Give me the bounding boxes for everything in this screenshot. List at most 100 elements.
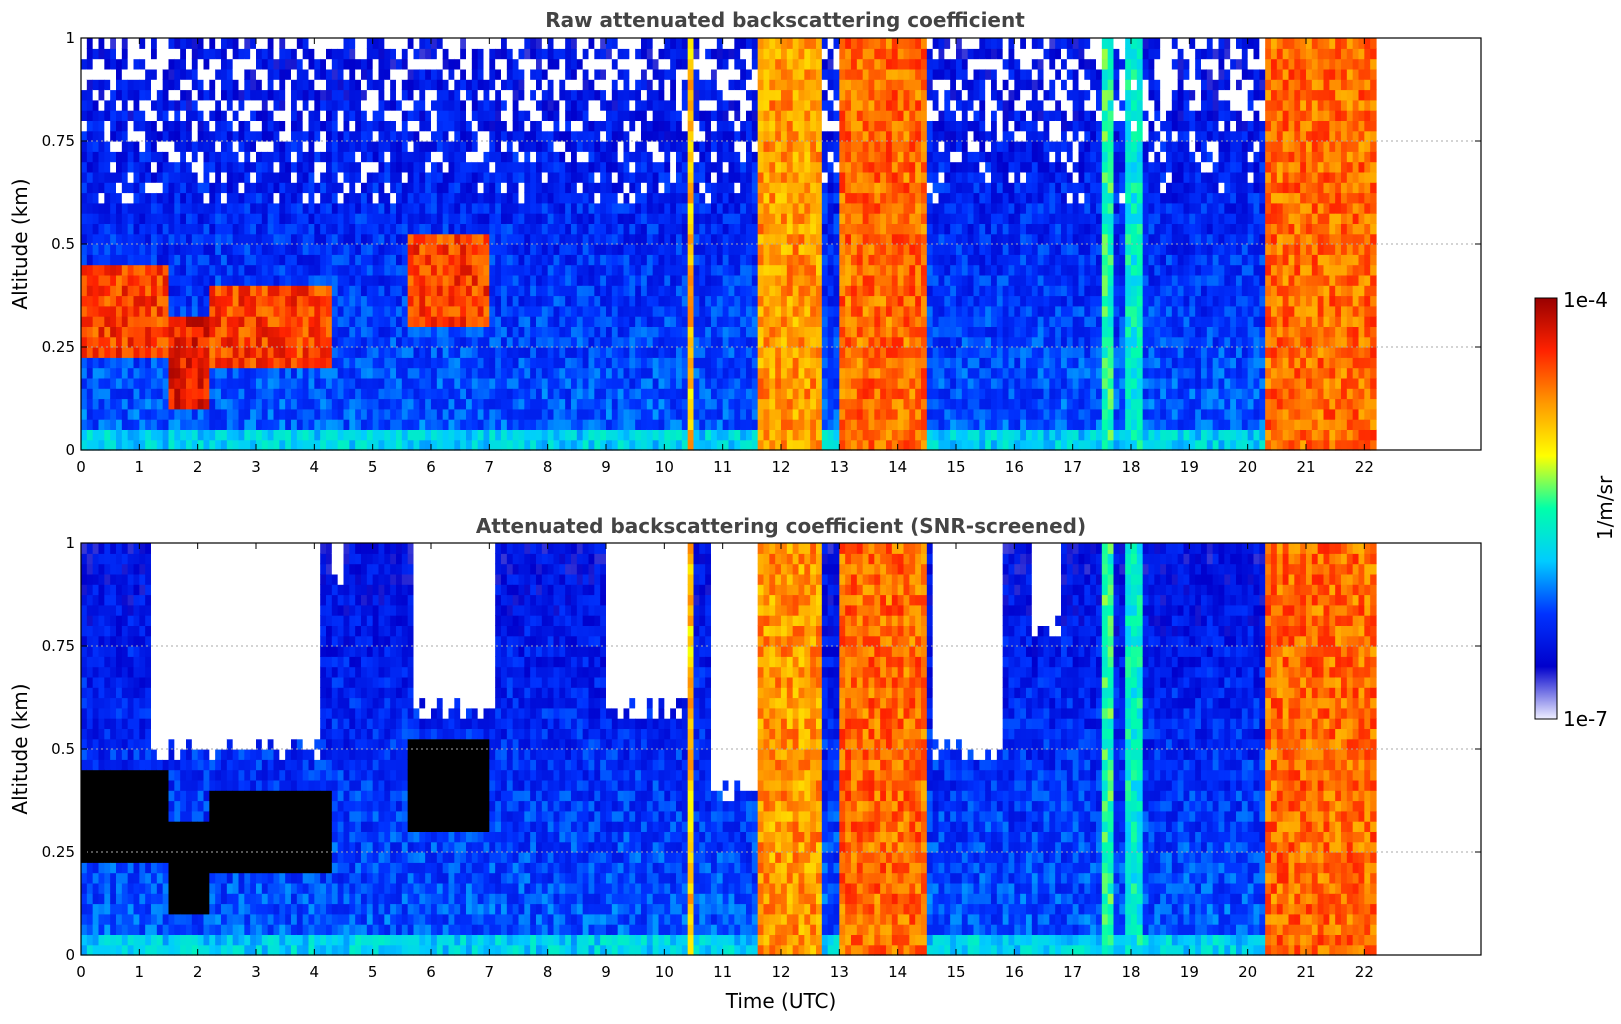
panel-raw-cell (413, 316, 420, 327)
panel-raw-cell (600, 388, 607, 400)
panel-raw-cell (705, 38, 712, 49)
panel-raw-cell (396, 244, 403, 255)
panel-raw-cell (343, 244, 350, 255)
panel-raw-cell (699, 285, 706, 297)
panel-raw-cell (489, 120, 496, 132)
panel-raw-cell (215, 89, 222, 101)
panel-raw-cell (127, 120, 135, 132)
panel-raw-cell (261, 79, 269, 91)
panel-raw-cell (361, 182, 368, 194)
panel-raw-cell (617, 120, 625, 132)
panel-raw-cell (775, 89, 782, 101)
panel-raw-cell (530, 285, 537, 297)
panel-raw-cell (641, 99, 648, 111)
panel-raw-cell (308, 377, 315, 389)
panel-raw-cell (594, 68, 601, 80)
panel-raw-cell (156, 79, 164, 91)
panel-raw-cell (191, 398, 199, 410)
panel-raw-cell (617, 347, 625, 358)
panel-raw-cell (582, 120, 590, 132)
panel-raw-cell (536, 68, 543, 80)
panel-raw-cell (81, 367, 88, 379)
panel-raw-cell (705, 336, 712, 348)
panel-raw-cell (641, 223, 648, 235)
panel-raw-cell (349, 202, 356, 214)
panel-raw-cell (127, 254, 135, 266)
panel-raw-cell (495, 305, 502, 317)
panel-raw-cell (390, 161, 397, 173)
panel-raw-cell (279, 223, 286, 235)
panel-raw-cell (226, 171, 234, 183)
panel-raw-cell (804, 439, 811, 451)
panel-raw-cell (349, 347, 356, 358)
panel-raw-cell (664, 316, 671, 327)
panel-raw-cell (396, 429, 403, 441)
panel-raw-cell (337, 295, 345, 307)
panel-raw-cell (571, 326, 578, 338)
panel-raw-cell (477, 171, 485, 183)
panel-raw-cell (652, 326, 660, 338)
panel-raw-cell (361, 285, 368, 297)
panel-raw-cell (792, 398, 800, 410)
panel-raw-cell (582, 233, 590, 245)
panel-raw-cell (635, 223, 642, 235)
panel-raw-cell (419, 295, 426, 307)
panel-raw-cell (180, 192, 187, 204)
panel-raw-cell (769, 419, 776, 430)
panel-raw-cell (273, 398, 280, 410)
panel-raw-cell (786, 347, 794, 358)
panel-raw-cell (337, 419, 345, 430)
panel-raw-cell (454, 419, 461, 430)
panel-raw-cell (594, 171, 601, 183)
panel-raw-cell (366, 99, 374, 111)
panel-raw-cell (232, 130, 240, 142)
panel-raw-cell (355, 388, 362, 400)
panel-raw-cell (98, 264, 105, 276)
panel-raw-cell (442, 233, 450, 245)
panel-raw-cell (611, 171, 619, 183)
panel-raw-cell (664, 171, 671, 183)
panel-raw-cell (786, 367, 794, 379)
panel-raw-cell (191, 130, 199, 142)
panel-raw-cell (751, 377, 759, 389)
panel-raw-cell (786, 357, 794, 369)
panel-raw-cell (740, 182, 747, 194)
panel-raw-cell (553, 367, 560, 379)
panel-raw-cell (460, 244, 467, 255)
panel-raw-cell (746, 419, 753, 430)
panel-raw-cell (355, 429, 362, 441)
panel-raw-cell (641, 130, 648, 142)
panel-raw-cell (431, 398, 438, 410)
panel-raw-cell (197, 336, 205, 348)
panel-raw-cell (611, 192, 619, 204)
panel-raw-cell (670, 79, 677, 91)
panel-raw-cell (279, 130, 286, 142)
panel-raw-cell (238, 367, 245, 379)
panel-raw-cell (576, 58, 584, 70)
panel-raw-cell (401, 347, 409, 358)
panel-raw-cell (611, 285, 619, 297)
panel-raw-cell (751, 171, 759, 183)
panel-raw-cell (174, 367, 181, 379)
panel-raw-cell (413, 439, 420, 451)
panel-raw-cell (582, 367, 590, 379)
panel-raw-cell (302, 357, 310, 369)
panel-raw-cell (355, 264, 362, 276)
panel-raw-cell (256, 439, 263, 451)
panel-raw-cell (156, 357, 164, 369)
panel-raw-cell (664, 264, 671, 276)
panel-raw-cell (670, 377, 677, 389)
panel-raw-cell (693, 347, 700, 358)
panel-raw-cell (623, 202, 630, 214)
panel-raw-cell (162, 38, 170, 49)
panel-raw-cell (705, 429, 712, 441)
panel-raw-cell (110, 68, 117, 80)
panel-raw-cell (798, 254, 805, 266)
panel-raw-cell (471, 223, 479, 235)
panel-raw-cell (711, 357, 718, 369)
panel-raw-cell (384, 254, 391, 266)
panel-raw-cell (681, 408, 689, 420)
panel-raw-cell (501, 305, 508, 317)
panel-raw-cell (209, 171, 216, 183)
panel-raw-cell (711, 89, 718, 101)
